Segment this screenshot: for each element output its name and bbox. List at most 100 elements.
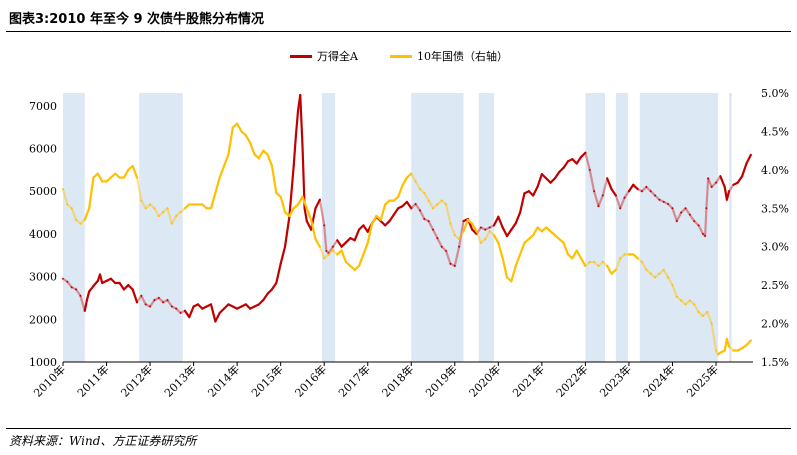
- series-wande-point: [475, 233, 478, 235]
- series-wande-point: [445, 250, 447, 252]
- series-bond-segment: [444, 203, 452, 225]
- series-wande-point: [140, 294, 143, 297]
- series-bond-segment: [140, 199, 147, 210]
- series-bond-point: [432, 207, 434, 210]
- series-wande-point: [353, 239, 356, 242]
- series-wande-point: [136, 301, 138, 304]
- series-bond-point: [571, 257, 574, 260]
- series-bond-segment: [74, 218, 82, 225]
- series-bond-point: [332, 249, 334, 252]
- series-bond-point: [140, 199, 143, 202]
- series-bond-point: [109, 176, 112, 179]
- series-bond-point: [340, 249, 343, 252]
- series-wande-segment: [436, 237, 443, 248]
- legend-label-wande: 万得全A: [317, 50, 358, 63]
- y-right-tick-label: 4.0%: [761, 164, 789, 177]
- series-bond-segment: [575, 249, 583, 260]
- x-tick-label: 2013年: [161, 362, 198, 399]
- series-bond-point: [480, 241, 482, 244]
- series-wande-point: [149, 305, 151, 308]
- series-wande-point: [123, 288, 125, 291]
- series-wande-point: [299, 94, 302, 97]
- series-bond-segment: [453, 234, 461, 241]
- series-wande-segment: [667, 202, 674, 210]
- series-wande-point: [506, 235, 508, 237]
- series-wande-point: [86, 299, 88, 301]
- series-bond-point: [175, 215, 178, 217]
- series-wande-segment: [614, 194, 622, 210]
- series-bond-point: [693, 303, 696, 306]
- series-wande-point: [349, 237, 352, 240]
- series-wande-point: [532, 194, 535, 197]
- series-bond-segment: [366, 222, 374, 244]
- series-wande-point: [197, 303, 199, 306]
- series-wande-point: [723, 186, 726, 188]
- series-bond-segment: [458, 230, 465, 241]
- series-bond-point: [484, 238, 487, 240]
- series-wande-point: [210, 303, 212, 306]
- series-bond-segment: [475, 230, 483, 244]
- series-bond-segment: [397, 184, 404, 198]
- series-bond-segment: [619, 253, 626, 260]
- legend-label-bond: 10年国债（右轴）: [417, 50, 508, 63]
- series-wande-point: [314, 207, 317, 210]
- series-bond-segment: [305, 207, 313, 221]
- series-wande-segment: [471, 228, 478, 236]
- series-bond-segment: [423, 191, 430, 202]
- series-bond-point: [170, 222, 173, 225]
- series-bond-segment: [645, 268, 652, 275]
- series-bond-point: [445, 203, 447, 206]
- series-bond-segment: [501, 257, 509, 279]
- series-wande-point: [358, 228, 360, 231]
- series-bond-point: [514, 265, 517, 267]
- series-wande-segment: [353, 228, 361, 242]
- series-wande-point: [462, 220, 465, 222]
- series-wande-point: [392, 213, 395, 216]
- series-bond-point: [358, 265, 360, 267]
- series-bond-point: [166, 207, 169, 210]
- series-bond-point: [297, 203, 299, 206]
- series-wande-point: [610, 188, 613, 190]
- series-wande-point: [406, 200, 408, 203]
- series-wande-point: [632, 183, 635, 186]
- series-wande-point: [332, 245, 334, 248]
- series-wande-point: [471, 228, 474, 231]
- series-wande-point: [323, 224, 326, 227]
- y-left-tick-label: 2000: [29, 313, 57, 326]
- series-wande-segment: [275, 262, 282, 285]
- series-bond-segment: [227, 126, 234, 156]
- series-bond-point: [614, 268, 617, 271]
- series-bond-point: [79, 222, 82, 225]
- series-bond-segment: [684, 299, 691, 306]
- series-wande-segment: [83, 298, 89, 312]
- series-wande-segment: [283, 215, 291, 248]
- series-bond-point: [83, 218, 86, 221]
- series-bond-point: [745, 344, 748, 346]
- series-bond-point: [654, 276, 656, 279]
- series-bond-point: [127, 168, 130, 171]
- series-bond-segment: [222, 153, 230, 168]
- series-wande-segment: [697, 224, 705, 236]
- series-wande-point: [510, 228, 513, 231]
- series-wande-point: [249, 307, 252, 310]
- series-wande-point: [83, 309, 86, 312]
- series-wande-segment: [74, 288, 82, 297]
- series-bond-point: [201, 203, 204, 206]
- y-left-tick-label: 3000: [29, 271, 57, 284]
- series-wande-point: [227, 303, 230, 306]
- series-bond-point: [314, 238, 317, 240]
- series-wande-segment: [135, 294, 143, 304]
- series-bond-point: [410, 172, 413, 175]
- series-wande-segment: [645, 185, 652, 193]
- series-bond-point: [471, 222, 474, 225]
- series-wande-point: [432, 228, 434, 231]
- series-bond-segment: [88, 176, 95, 210]
- series-bond-point: [301, 195, 304, 198]
- series-wande-point: [362, 224, 365, 227]
- series-bond-point: [593, 261, 596, 263]
- series-bond-point: [536, 226, 539, 229]
- source-note: 资料来源：Wind、方正证券研究所: [9, 434, 197, 448]
- series-bond-point: [562, 241, 565, 244]
- series-wande-point: [697, 224, 700, 227]
- series-wande-point: [523, 192, 526, 195]
